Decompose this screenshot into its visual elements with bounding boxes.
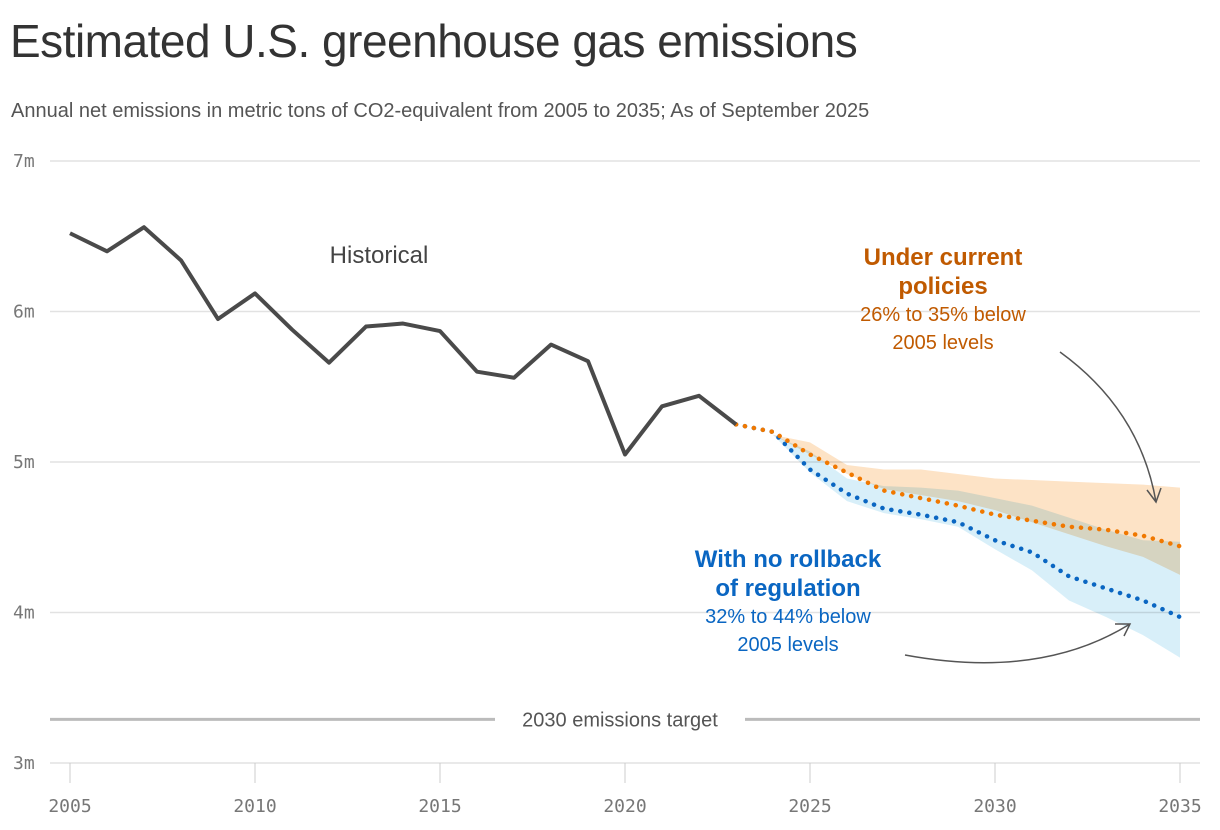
x-tick-label: 2025 (788, 796, 831, 817)
y-tick-label: 6m (13, 302, 35, 323)
x-tick-label: 2015 (418, 796, 461, 817)
target-label: 2030 emissions target (522, 709, 718, 731)
historical-label: Historical (330, 242, 429, 269)
arrow-no-rollback (904, 623, 1131, 664)
x-tick-label: 2035 (1158, 796, 1201, 817)
projection-band (736, 424, 1180, 658)
x-tick-label: 2020 (603, 796, 646, 817)
x-tick-label: 2010 (233, 796, 276, 817)
current-policies-title-1: Under current (864, 244, 1023, 271)
projection-line (733, 422, 1183, 620)
x-tick-label: 2005 (48, 796, 91, 817)
no-rollback-title-1: With no rollback (695, 546, 882, 573)
arrow-head-no-rollback (1115, 623, 1132, 637)
current-policies-note-2: 2005 levels (892, 332, 993, 354)
current-policies-note-1: 26% to 35% below (860, 304, 1026, 326)
projection-line (733, 422, 1183, 549)
y-tick-label: 4m (13, 603, 35, 624)
y-tick-label: 3m (13, 753, 35, 774)
no-rollback-title-2: of regulation (715, 575, 860, 602)
y-tick-label: 5m (13, 452, 35, 473)
arrow-current-policies (1059, 351, 1157, 503)
current-policies-title-2: policies (898, 273, 987, 300)
x-tick-label: 2030 (973, 796, 1016, 817)
no-rollback-note-2: 2005 levels (737, 634, 838, 656)
arrow-head-current-policies (1146, 487, 1162, 504)
chart-subtitle: Annual net emissions in metric tons of C… (11, 100, 870, 122)
historical-line (69, 225, 738, 457)
y-tick-label: 7m (13, 151, 35, 172)
no-rollback-note-1: 32% to 44% below (705, 606, 871, 628)
chart-title: Estimated U.S. greenhouse gas emissions (10, 15, 858, 67)
